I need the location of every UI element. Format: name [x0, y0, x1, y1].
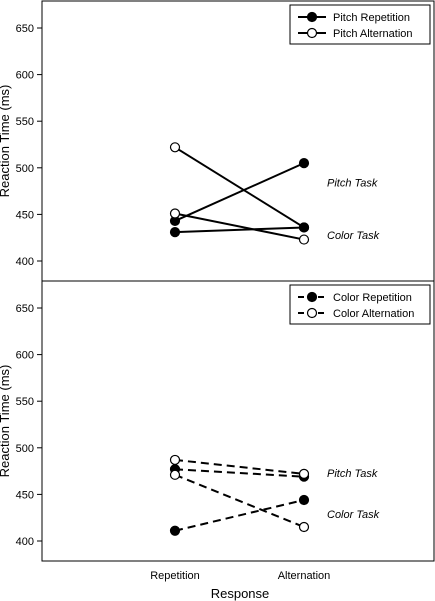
series-line: [174, 212, 305, 241]
legend-label: Pitch Alternation: [333, 28, 413, 40]
y-tick-label: 650: [16, 23, 34, 35]
legend-marker: [306, 291, 318, 303]
data-point: [298, 158, 310, 169]
legend-label: Pitch Repetition: [333, 12, 410, 24]
series-line: [174, 473, 305, 528]
y-tick-label: 650: [16, 303, 34, 315]
y-tick-label: 600: [16, 350, 34, 362]
data-point: [169, 469, 181, 480]
data-point: [169, 454, 181, 466]
y-axis-title: Reaction Time (ms): [0, 365, 12, 478]
data-point: [298, 234, 310, 245]
series-line: [174, 162, 305, 222]
y-tick-label: 500: [16, 443, 34, 455]
y-tick-label: 500: [16, 163, 34, 175]
data-point: [298, 468, 310, 479]
legend-label: Color Repetition: [333, 292, 412, 304]
annotation-label: Color Task: [327, 509, 380, 521]
legend-marker: [306, 27, 318, 39]
legend-marker: [306, 307, 318, 319]
data-point: [298, 521, 310, 533]
data-point: [169, 142, 181, 153]
annotation-label: Pitch Task: [327, 178, 378, 190]
series-line: [174, 458, 305, 475]
data-point: [298, 494, 310, 506]
y-tick-label: 550: [16, 396, 34, 408]
legend-marker: [306, 11, 318, 23]
y-tick-label: 450: [16, 489, 34, 501]
data-point: [169, 227, 181, 238]
y-axis-title: Reaction Time (ms): [0, 85, 12, 198]
series-line: [174, 468, 305, 478]
x-axis-title: Response: [211, 586, 270, 601]
series-line: [174, 499, 305, 532]
annotation-label: Pitch Task: [327, 468, 378, 480]
data-point: [169, 208, 181, 219]
y-tick-label: 400: [16, 256, 34, 268]
y-tick-label: 450: [16, 209, 34, 221]
annotation-label: Color Task: [327, 230, 380, 242]
x-tick-label: Repetition: [150, 570, 200, 582]
legend-box: [289, 4, 431, 45]
plot-frame: [41, 280, 435, 562]
y-tick-label: 400: [16, 536, 34, 548]
legend-label: Color Alternation: [333, 308, 414, 320]
data-point: [298, 222, 310, 233]
y-tick-label: 600: [16, 70, 34, 82]
y-tick-label: 550: [16, 116, 34, 128]
series-line: [174, 226, 305, 234]
series-line: [174, 146, 305, 229]
data-point: [169, 525, 181, 536]
x-tick-label: Alternation: [278, 570, 331, 582]
